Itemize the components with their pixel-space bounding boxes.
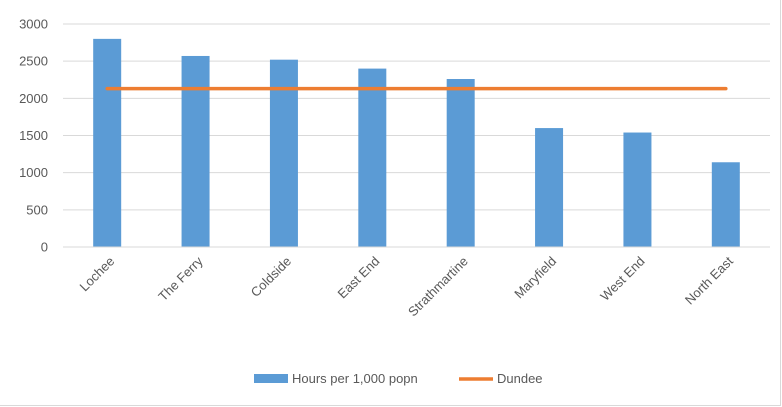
bar	[711, 162, 740, 247]
legend-swatch-bars	[254, 374, 288, 383]
legend-label-line: Dundee	[497, 371, 543, 386]
category-label: East End	[335, 254, 383, 302]
y-axis-tick-labels: 0 500 1000 1500 2000 2500 3000	[19, 17, 48, 255]
y-tick-label: 2500	[19, 54, 48, 69]
x-axis-tick-labels: Lochee The Ferry Coldside East End Strathmar…	[77, 253, 737, 319]
bar	[181, 55, 210, 247]
legend: Hours per 1,000 popn Dundee	[254, 371, 543, 386]
bar	[623, 132, 652, 247]
category-label: Coldside	[248, 254, 294, 300]
category-label: North East	[682, 253, 736, 307]
bar	[269, 59, 298, 248]
bar	[446, 79, 475, 247]
gridlines	[63, 23, 770, 211]
bar	[358, 68, 387, 247]
bar	[535, 128, 564, 247]
y-tick-label: 3000	[19, 17, 48, 32]
legend-label-bars: Hours per 1,000 popn	[292, 371, 418, 386]
y-tick-label: 500	[26, 202, 48, 217]
y-tick-label: 2000	[19, 91, 48, 106]
category-label: Maryfield	[511, 254, 559, 302]
y-tick-label: 0	[41, 240, 48, 255]
category-label: Lochee	[77, 254, 118, 295]
y-tick-label: 1000	[19, 165, 48, 180]
y-tick-label: 1500	[19, 128, 48, 143]
category-label: The Ferry	[155, 253, 206, 304]
category-label: Strathmartine	[405, 254, 471, 320]
bar	[93, 38, 122, 247]
category-label: West End	[597, 254, 647, 304]
bars	[93, 38, 740, 248]
